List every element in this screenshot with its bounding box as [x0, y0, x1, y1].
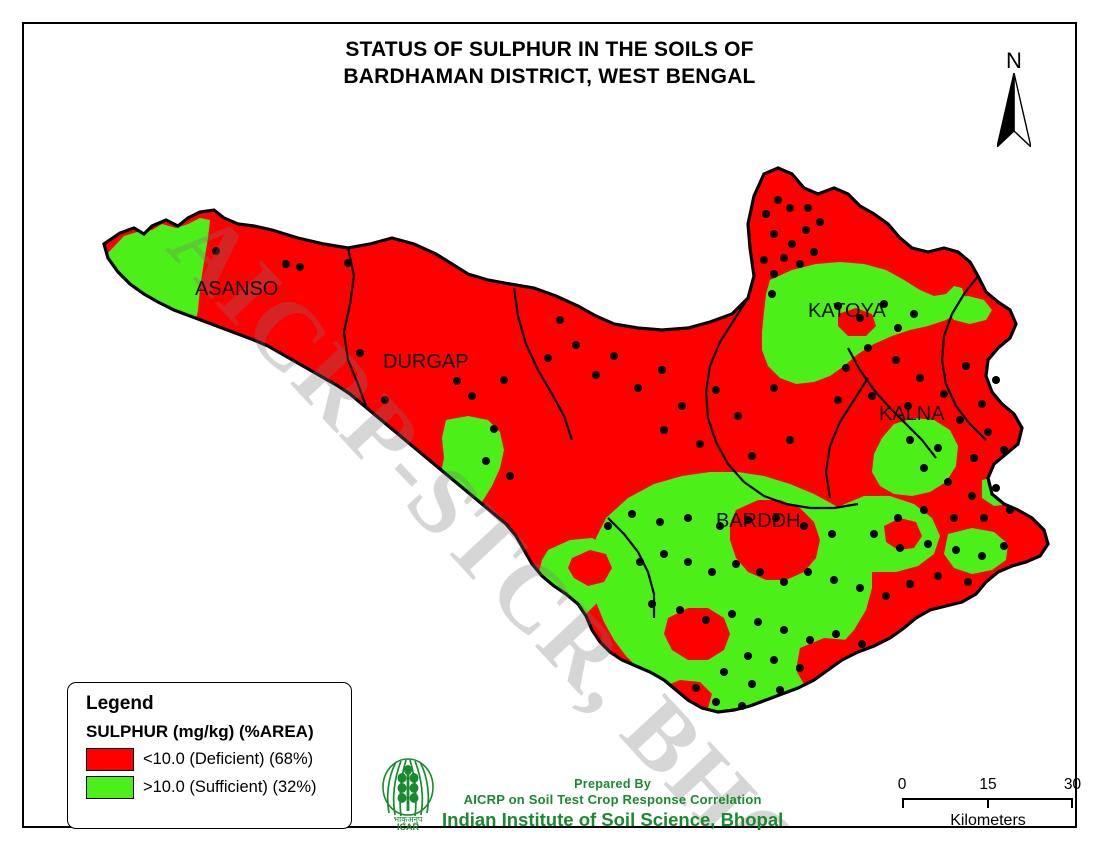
deficient-island-west	[568, 550, 612, 586]
page-title: STATUS OF SULPHUR IN THE SOILS OF BARDHA…	[24, 36, 1075, 91]
credits-block: भाकृअनुप ICAR Prepared By AICRP on Soil …	[380, 757, 783, 831]
page-title-line-1: STATUS OF SULPHUR IN THE SOILS OF	[345, 38, 754, 61]
scale-bar-tick-mark-30	[1071, 798, 1073, 808]
place-label-durgapur: DURGAP	[383, 351, 469, 373]
subdistrict-boundaries	[342, 247, 987, 618]
scale-bar-line	[900, 798, 1076, 809]
scale-tick-15: 15	[979, 776, 997, 793]
credit-institute: Indian Institute of Soil Science, Bhopal	[442, 809, 784, 830]
place-label-kalna: KALNA	[879, 403, 945, 425]
scale-tick-30: 30	[1063, 776, 1082, 793]
map-page-frame: ASANSO DURGAP KATOYA KALNA BARDDH AICRP-…	[22, 22, 1081, 831]
deficient-island-kalna	[884, 518, 922, 550]
place-label-asansol: ASANSO	[195, 278, 279, 300]
legend[interactable]: Legend SULPHUR (mg/kg) (%AREA) <10.0 (De…	[67, 682, 352, 829]
sufficient-patch-east-edge	[994, 580, 1036, 612]
map-canvas[interactable]	[48, 48, 1099, 850]
legend-label-deficient: <10.0 (Deficient) (68%)	[143, 750, 314, 768]
scale-bar-tick-mark-15	[987, 798, 989, 808]
scale-bar-unit: Kilometers	[950, 812, 1026, 829]
sufficient-patch-mid-north	[790, 294, 832, 324]
icar-logo-abbr-text: ICAR	[397, 822, 419, 831]
legend-subtitle: SULPHUR (mg/kg) (%AREA)	[86, 722, 314, 741]
legend-title: Legend	[86, 693, 154, 714]
sufficient-patch-kalna-north	[872, 418, 958, 496]
place-label-katoya: KATOYA	[808, 300, 886, 322]
page-title-line-2: BARDHAMAN DISTRICT, WEST BENGAL	[343, 65, 756, 89]
deficient-island-barddhaman	[730, 500, 820, 580]
legend-swatch-sufficient	[86, 776, 134, 799]
credit-prepared-by: Prepared By	[574, 777, 652, 791]
credit-project: AICRP on Soil Test Crop Response Correla…	[463, 792, 762, 807]
soil-sample-points	[212, 196, 1014, 710]
legend-label-sufficient: >10.0 (Sufficient) (32%)	[143, 778, 317, 796]
north-arrow: N	[983, 50, 1045, 150]
sufficient-patch-kalna-east	[944, 528, 1008, 574]
sufficient-patch-west	[108, 218, 210, 330]
legend-item-sufficient[interactable]: >10.0 (Sufficient) (32%)	[86, 776, 351, 799]
scale-tick-0: 0	[897, 776, 907, 793]
legend-item-deficient[interactable]: <10.0 (Deficient) (68%)	[86, 748, 351, 771]
north-arrow-icon	[997, 73, 1031, 147]
deficient-island-katoya	[838, 308, 876, 336]
scale-bar-ticks: 0 15 30	[897, 776, 1081, 795]
legend-swatch-deficient	[86, 748, 134, 771]
icar-logo-hindi-text: भाकृअनुप	[394, 815, 423, 825]
north-arrow-label: N	[1006, 48, 1022, 73]
scale-bar-tick-mark-0	[902, 798, 904, 808]
icar-logo: भाकृअनुप ICAR	[382, 758, 434, 831]
place-label-barddhaman: BARDDH	[716, 510, 801, 532]
scale-bar: 0 15 30 Kilometers	[897, 776, 1081, 830]
deficient-island-south-central	[664, 608, 730, 660]
district-outline	[102, 166, 1050, 714]
